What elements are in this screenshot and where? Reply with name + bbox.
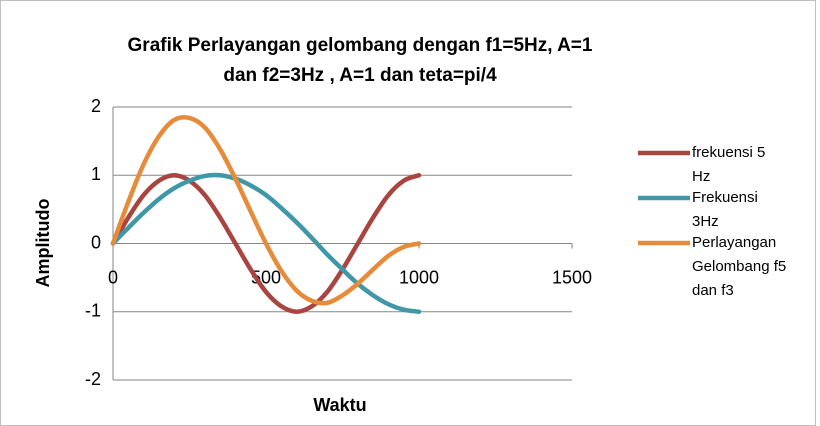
series-line xyxy=(110,172,422,315)
x-tick-label: 0 xyxy=(108,267,118,287)
series-line xyxy=(110,172,422,314)
chart-title: dan f2=3Hz , A=1 dan teta=pi/4 xyxy=(223,65,497,86)
y-tick-label: 1 xyxy=(91,164,101,184)
y-axis-title: Amplitudo xyxy=(33,199,53,288)
legend-label: Frekuensi 3Hz xyxy=(692,189,758,230)
legend-label: Perlayangan Gelombang f5 dan f3 xyxy=(692,234,786,299)
y-tick-label: -1 xyxy=(85,301,101,321)
x-tick-label: 1000 xyxy=(399,267,439,287)
x-tick-label: 1500 xyxy=(552,267,592,287)
y-tick-label: -2 xyxy=(85,369,101,389)
x-axis-title: Waktu xyxy=(313,395,366,415)
y-tick-label: 2 xyxy=(91,96,101,116)
y-tick-label: 0 xyxy=(91,232,101,252)
legend-label: frekuensi 5 Hz xyxy=(692,144,765,185)
series-line xyxy=(110,114,422,306)
chart-title: Grafik Perlayangan gelombang dengan f1=5… xyxy=(128,35,593,56)
